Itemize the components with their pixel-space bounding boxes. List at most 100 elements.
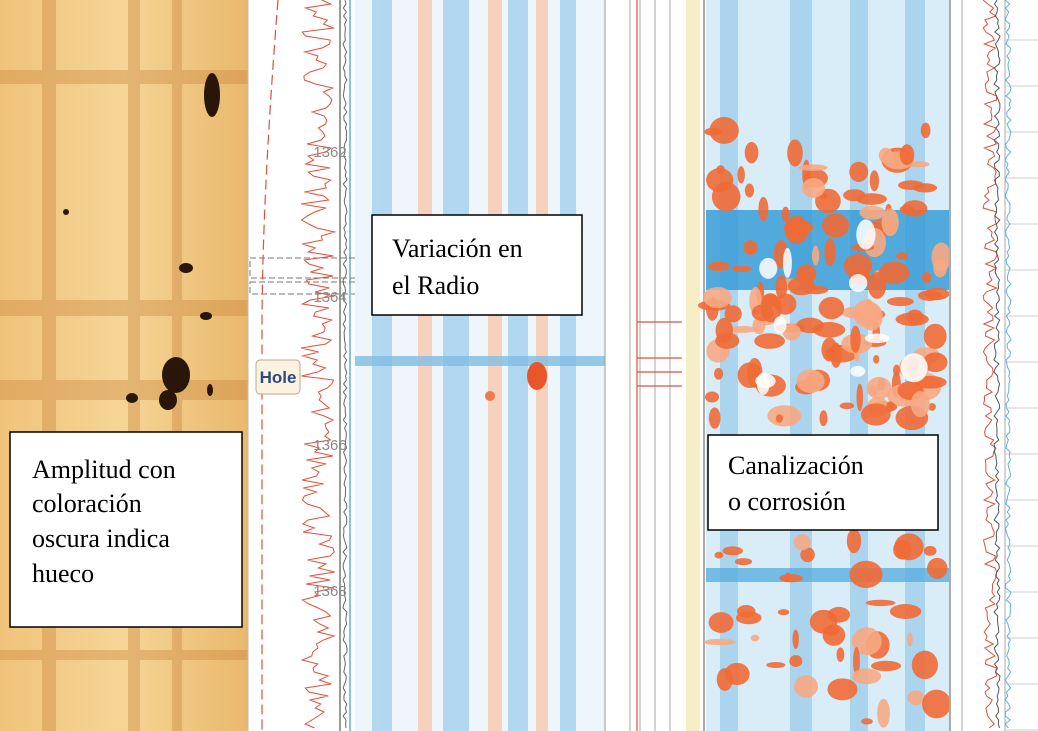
corrosion-blotch [804, 286, 829, 294]
log-image: 1362 1364 1366 1368 Hole Amplitud con co… [0, 0, 1038, 731]
corrosion-blotch [924, 324, 947, 349]
hole-tag: Hole [256, 360, 300, 394]
corrosion-blotch [767, 405, 801, 426]
corrosion-blotch [737, 166, 744, 183]
corrosion-blotch [743, 240, 757, 255]
corrosion-blotch [890, 604, 921, 619]
annotation: Amplitud con coloración oscura indica hu… [10, 432, 242, 627]
corrosion-blotch [797, 270, 806, 278]
corrosion-blotch [709, 407, 721, 428]
corrosion-blotch [927, 558, 947, 579]
corrosion-blotch [870, 170, 879, 191]
depth-label: 1364 [313, 289, 346, 306]
corrosion-blotch [912, 651, 938, 680]
corrosion-blotch [850, 561, 883, 588]
page: 1362 1364 1366 1368 Hole Amplitud con co… [0, 0, 1038, 731]
annotation-line: Amplitud con [32, 455, 176, 484]
corrosion-blotch [824, 238, 835, 266]
corrosion-blotch [887, 297, 914, 306]
corrosion-blotch [866, 600, 896, 606]
right-track [950, 0, 1038, 731]
corrosion-blotch [911, 391, 930, 417]
corrosion-blotch [715, 552, 724, 559]
annotation: Variación en el Radio [372, 215, 582, 315]
annotation-line: hueco [32, 559, 94, 588]
corrosion-void [901, 353, 928, 382]
corrosion-blotch [714, 368, 723, 380]
corrosion-blotch [907, 690, 924, 705]
corrosion-blotch [709, 117, 738, 144]
corrosion-blotch [896, 252, 908, 260]
annotation-line: oscura indica [32, 524, 170, 553]
corrosion-blotch [819, 410, 827, 426]
corrosion-blotch [706, 168, 733, 192]
corrosion-blotch [782, 207, 790, 222]
corrosion-blotch [789, 655, 802, 667]
corrosion-blotch [861, 403, 891, 425]
corrosion-blotch [843, 189, 865, 201]
annotation-line: o corrosión [728, 487, 846, 516]
corrosion-blotch [788, 219, 800, 240]
corrosion-blotch [879, 262, 909, 284]
corrosion-blotch [900, 144, 915, 165]
hole-label: Hole [260, 368, 297, 387]
corrosion-blotch [776, 414, 783, 422]
corrosion-blotch [703, 287, 732, 308]
corrosion-blotch [866, 574, 872, 581]
corrosion-blotch [751, 635, 760, 642]
corrosion-blotch [812, 246, 819, 266]
corrosion-blotch [877, 699, 890, 728]
corrosion-blotch [886, 401, 894, 411]
corrosion-blotch [715, 333, 739, 349]
annotation-line: coloración [32, 489, 142, 518]
corrosion-blotch [766, 662, 785, 668]
corrosion-blotch [921, 123, 931, 139]
corrosion-blotch [827, 678, 857, 700]
corrosion-blotch [737, 605, 756, 618]
corrosion-blotch [850, 326, 860, 353]
corrosion-void [850, 366, 865, 377]
corrosion-blotch [852, 668, 881, 684]
corrosion-blotch [873, 355, 879, 364]
corrosion-void [774, 316, 787, 333]
corrosion-blotch [861, 718, 873, 724]
corrosion-blotch [722, 546, 742, 555]
corrosion-blotch [735, 558, 752, 565]
corrosion-void [849, 274, 867, 292]
corrosion-blotch [856, 384, 863, 412]
annotation: Canalización o corrosión [708, 435, 938, 530]
corrosion-blotch [732, 266, 752, 272]
corrosion-blotch [794, 675, 818, 697]
corrosion-blotch [898, 180, 924, 190]
corrosion-blotch [894, 533, 923, 560]
corrosion-void [759, 258, 777, 279]
corrosion-blotch [797, 369, 825, 392]
annotation-line: Canalización [728, 451, 864, 480]
corrosion-blotch [779, 574, 803, 582]
corrosion-blotch [933, 259, 947, 278]
corrosion-blotch [708, 262, 730, 271]
corrosion-void [865, 333, 890, 343]
corrosion-blotch [754, 333, 785, 349]
corrosion-blotch [849, 162, 868, 182]
corrosion-blotch [778, 609, 789, 615]
corrosion-blotch [823, 624, 846, 645]
middle-track [606, 0, 706, 731]
corrosion-blotch [705, 391, 719, 402]
depth-label: 1366 [313, 437, 346, 454]
corrosion-void [856, 219, 875, 249]
corrosion-blotch [793, 630, 799, 649]
corrosion-blotch [822, 213, 849, 237]
corrosion-blotch [774, 293, 796, 314]
corrosion-blotch [752, 304, 774, 321]
corrosion-blotch [709, 612, 734, 633]
corrosion-void [783, 248, 792, 278]
corrosion-blotch [859, 206, 885, 220]
corrosion-blotch [871, 661, 901, 671]
corrosion-blotch [745, 184, 754, 198]
corrosion-blotch [867, 377, 892, 399]
annotation-line: Variación en [392, 234, 523, 263]
corrosion-blotch [840, 402, 855, 409]
corrosion-panel [698, 0, 951, 731]
corrosion-blotch [745, 142, 759, 164]
